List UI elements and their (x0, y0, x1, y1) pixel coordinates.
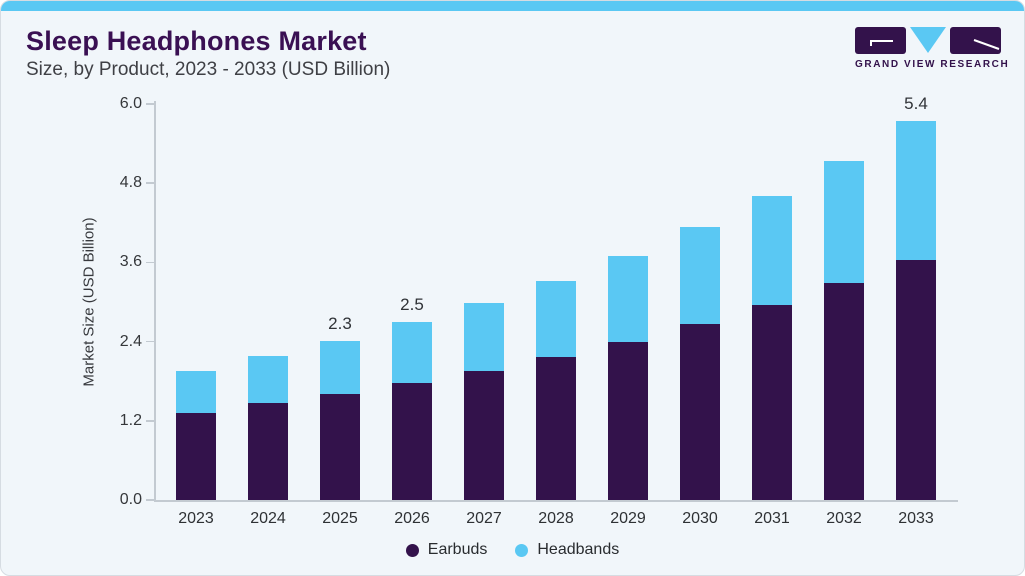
bar-segment-earbuds (536, 356, 576, 500)
bar-segment-headbands (752, 196, 792, 305)
bar-segment-headbands (320, 340, 360, 395)
legend-label: Headbands (537, 541, 620, 558)
bar-segment-headbands (680, 226, 720, 324)
legend-color-dot (405, 543, 419, 557)
logo-v-icon (910, 27, 946, 53)
bar-segment-headbands (176, 370, 216, 413)
gvr-logo: GRAND VIEW RESEARCH (855, 27, 1010, 70)
logo-g-block (855, 27, 906, 54)
x-tick-label: 2033 (898, 510, 934, 527)
y-tick-label: 1.2 (119, 411, 142, 429)
bar-segment-earbuds (896, 259, 936, 500)
y-axis-line (154, 101, 156, 501)
bar-segment-earbuds (464, 370, 504, 500)
accent-top-bar (1, 1, 1024, 11)
bar-segment-earbuds (608, 341, 648, 500)
bar-segment-headbands (896, 120, 936, 260)
x-tick-label: 2032 (826, 510, 862, 527)
x-tick-label: 2027 (466, 510, 502, 527)
chart-subtitle: Size, by Product, 2023 - 2033 (USD Billi… (26, 59, 391, 80)
x-tick-label: 2025 (322, 510, 358, 527)
bar-segment-headbands (392, 322, 432, 383)
bar-segment-earbuds (824, 282, 864, 500)
bar-segment-headbands (824, 160, 864, 283)
bar-segment-headbands (464, 302, 504, 371)
legend-color-dot (515, 543, 529, 557)
x-tick-label: 2024 (250, 510, 286, 527)
y-tick-label: 4.8 (119, 174, 142, 192)
x-tick-label: 2030 (682, 510, 718, 527)
bar-segment-earbuds (176, 412, 216, 500)
bar-segment-earbuds (752, 304, 792, 500)
bar-segment-earbuds (392, 382, 432, 500)
y-tick-mark (146, 182, 154, 184)
legend-label: Earbuds (427, 541, 488, 558)
y-tick-label: 3.6 (119, 253, 142, 271)
y-tick-mark (146, 261, 154, 264)
y-tick-mark (146, 499, 154, 501)
legend-item-earbuds: Earbuds (405, 541, 488, 559)
bar-segment-headbands (248, 356, 288, 403)
y-tick-mark (146, 103, 154, 105)
bar-value-label: 2.5 (400, 295, 424, 315)
bar-value-label: 2.3 (328, 313, 352, 333)
x-tick-label: 2023 (178, 510, 214, 527)
y-tick-mark (146, 340, 154, 343)
y-axis-title: Market Size (USD Billion) (80, 217, 98, 387)
bar-value-label: 5.4 (904, 93, 928, 113)
legend-item-headbands: Headbands (515, 541, 619, 559)
logo-r-block (950, 27, 1001, 54)
x-tick-label: 2028 (538, 510, 574, 527)
chart-legend: Earbuds Headbands (1, 538, 1024, 562)
logo-blocks (855, 27, 1003, 54)
bar-segment-earbuds (680, 323, 720, 500)
x-tick-label: 2031 (754, 510, 790, 527)
y-tick-mark (146, 420, 154, 422)
x-tick-label: 2029 (610, 510, 646, 527)
bar-segment-headbands (536, 280, 576, 357)
bar-segment-earbuds (248, 402, 288, 500)
bar-segment-earbuds (320, 394, 360, 500)
y-tick-label: 0.0 (119, 491, 142, 508)
y-tick-label: 2.4 (119, 332, 142, 350)
x-tick-label: 2026 (394, 510, 430, 527)
y-tick-label: 6.0 (119, 95, 142, 112)
page-title: Sleep Headphones Market (26, 26, 367, 56)
bar-segment-headbands (608, 255, 648, 342)
x-axis-line (154, 500, 958, 502)
logo-text: GRAND VIEW RESEARCH (855, 59, 1010, 70)
